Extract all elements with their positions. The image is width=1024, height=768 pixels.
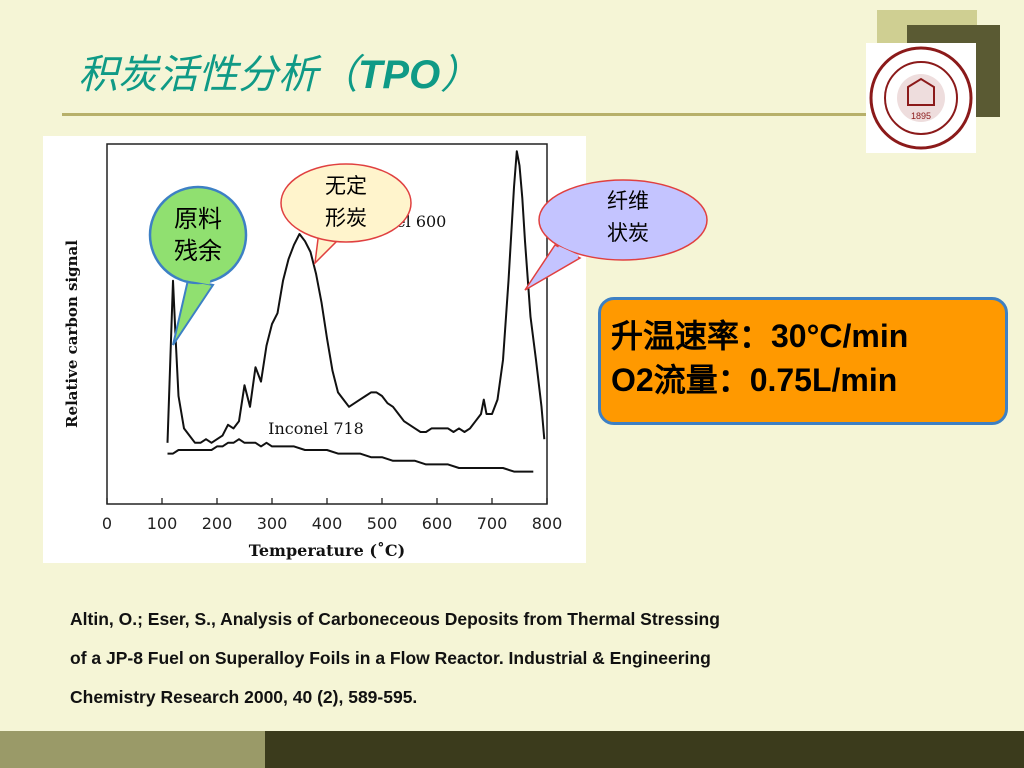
x-tick-label: 700 — [477, 514, 508, 533]
x-tick-label: 200 — [202, 514, 233, 533]
x-tick-label: 500 — [367, 514, 398, 533]
reference-line-1: Altin, O.; Eser, S., Analysis of Carbone… — [70, 609, 720, 629]
series-line-inconel-718 — [167, 438, 534, 473]
bubble-filament-line2: 状炭 — [607, 221, 649, 245]
reference-line-3: Chemistry Research 2000, 40 (2), 589-595… — [70, 687, 418, 707]
chart-svg: 0 100 200 300 400 500 600 700 800 Temperature (˚… — [63, 143, 563, 560]
y-axis-label: Relative carbon signal — [63, 240, 81, 428]
bubble-residue-line1: 原料 — [174, 205, 222, 233]
x-tick-label: 0 — [102, 514, 112, 533]
reference-citation: Altin, O.; Eser, S., Analysis of Carbone… — [70, 600, 950, 717]
x-tick-label: 300 — [257, 514, 288, 533]
bubble-amorphous-carbon: 无定 形炭 — [280, 163, 415, 272]
title-tpo: TPO — [358, 53, 441, 97]
footer-bar-light — [0, 731, 265, 768]
x-axis-label: Temperature (˚C) — [249, 540, 405, 560]
heating-rate: 升温速率：30°C/min — [611, 318, 909, 354]
seal-year: 1895 — [911, 111, 931, 121]
conditions-box: 升温速率：30°C/min O2流量：0.75L/min — [598, 297, 1008, 425]
bubble-filament-line1: 纤维 — [607, 189, 649, 213]
series-label-inconel-718: Inconel 718 — [268, 419, 364, 438]
x-tick-label: 800 — [532, 514, 563, 533]
bubble-residue-line2: 残余 — [174, 237, 222, 265]
x-tick-label: 600 — [422, 514, 453, 533]
slide-title: 积炭活性分析（TPO） — [78, 42, 480, 100]
bubble-amorphous-line1: 无定 — [325, 174, 367, 198]
footer-bar-dark — [265, 731, 1024, 768]
reference-line-2: of a JP-8 Fuel on Superalloy Foils in a … — [70, 648, 711, 668]
bubble-filament-carbon: 纤维 状炭 — [520, 179, 710, 294]
university-seal: 1895 — [866, 43, 976, 153]
title-chinese: 积炭活性分析（ — [78, 52, 358, 98]
x-tick-label: 400 — [312, 514, 343, 533]
bubble-amorphous-line2: 形炭 — [325, 206, 367, 230]
x-tick-label: 100 — [147, 514, 178, 533]
bubble-raw-residue: 原料 残余 — [148, 185, 258, 349]
title-close-paren: ） — [440, 52, 481, 98]
title-underline — [62, 113, 922, 116]
seal-icon: 1895 — [869, 46, 973, 150]
oxygen-flow: O2流量：0.75L/min — [611, 362, 898, 398]
series-line-inconel-600 — [166, 150, 546, 444]
